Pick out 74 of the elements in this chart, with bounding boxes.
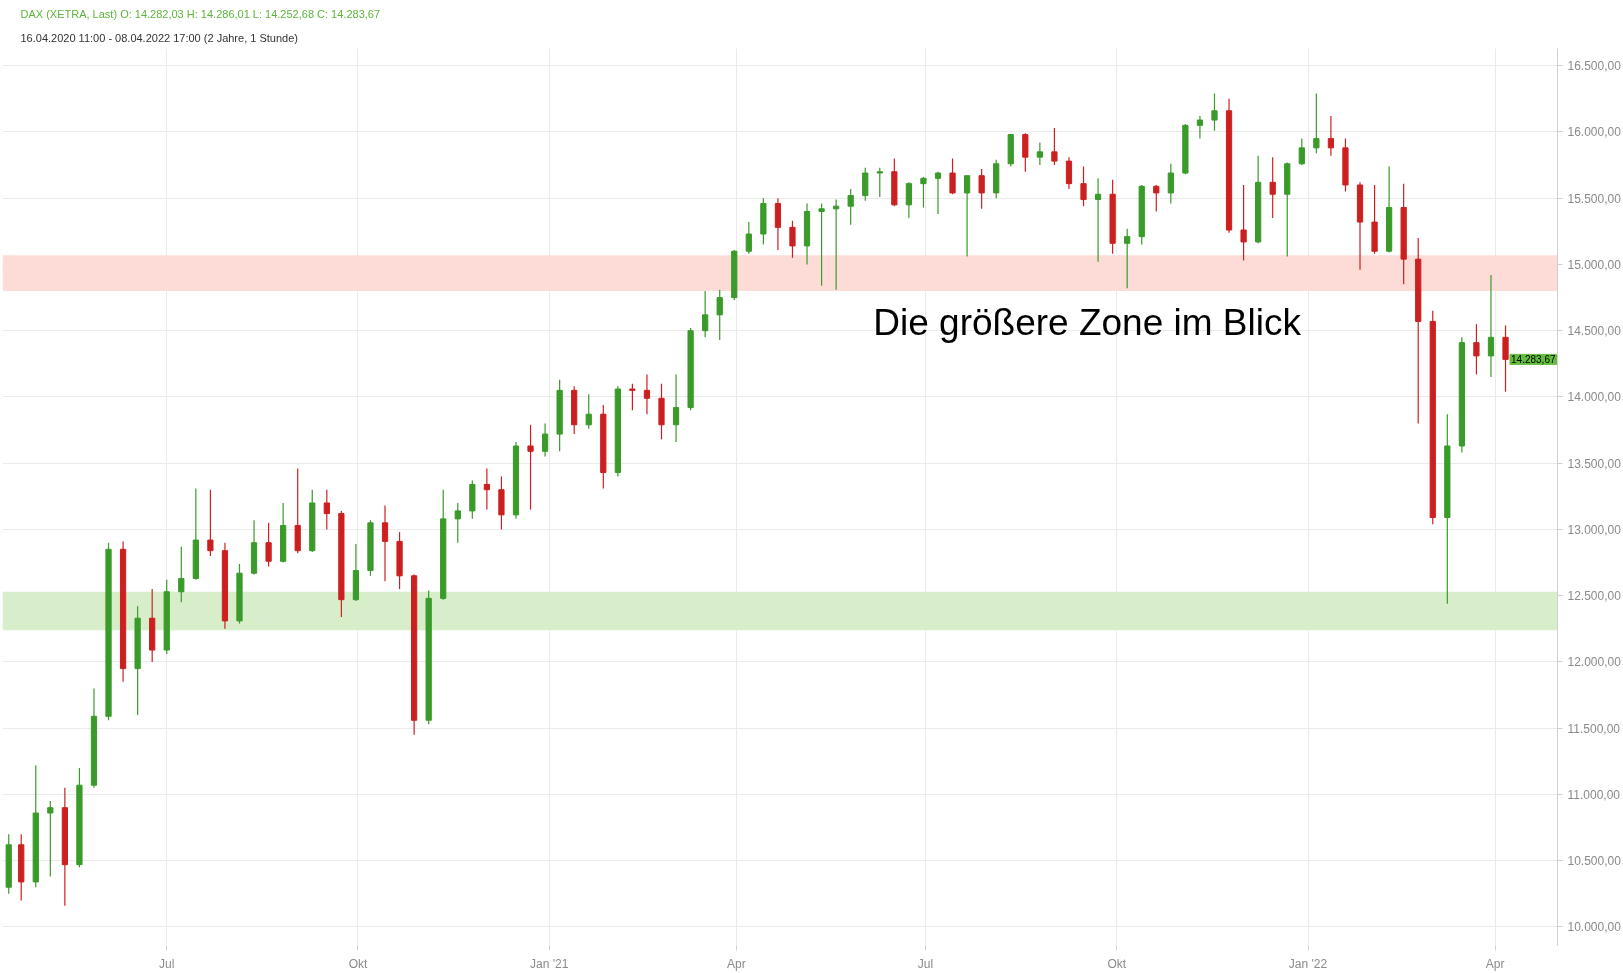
- candlestick: [862, 167, 869, 202]
- x-tick-label: Jan '21: [530, 956, 569, 971]
- y-tick-label: 12.500,00: [1567, 589, 1622, 604]
- candlestick: [920, 176, 927, 209]
- candlestick: [265, 522, 272, 568]
- candlestick: [818, 202, 825, 287]
- candlestick: [934, 171, 942, 215]
- candlestick: [1298, 138, 1305, 166]
- candlestick: [1036, 141, 1043, 166]
- chart-subtitle: 16.04.2020 11:00 - 08.04.2022 17:00 (2 Jahre, 1 Stunde): [20, 31, 298, 44]
- candlestick: [876, 167, 883, 198]
- candlestick: [978, 168, 985, 210]
- candlestick: [527, 424, 534, 511]
- candlestick: [207, 489, 214, 557]
- candlestick: [1167, 163, 1174, 205]
- y-tick-label: 15.500,00: [1567, 191, 1622, 206]
- candlestick: [1196, 115, 1204, 140]
- candlestick: [541, 422, 549, 458]
- candlestick: [716, 289, 723, 341]
- candlestick: [1094, 177, 1102, 263]
- y-tick-label: 12.000,00: [1567, 655, 1622, 670]
- annotation: Die größere Zone im Blick: [873, 301, 1302, 343]
- x-tick-label: Okt: [348, 956, 368, 971]
- candlestick: [774, 197, 782, 251]
- candlestick: [1313, 92, 1320, 154]
- y-tick-label: 16.000,00: [1567, 125, 1622, 140]
- candlestick: [585, 393, 592, 430]
- candlestick: [702, 290, 709, 338]
- candlestick: [454, 502, 461, 544]
- candlestick: [643, 373, 651, 415]
- x-tick-label: Apr: [727, 956, 746, 971]
- y-tick-label: 10.000,00: [1567, 920, 1622, 935]
- candlestick: [905, 181, 913, 219]
- y-tick-label: 14.000,00: [1567, 390, 1622, 405]
- candlestick: [178, 546, 185, 603]
- x-tick-label: Apr: [1485, 956, 1505, 971]
- x-tick-label: Okt: [1107, 956, 1127, 971]
- candlestick: [1153, 184, 1160, 213]
- candlestick: [1269, 156, 1276, 219]
- x-tick-label: Jul: [159, 956, 175, 971]
- candlestick: [963, 175, 971, 258]
- y-tick-label: 11.500,00: [1567, 721, 1621, 736]
- y-tick-label: 13.000,00: [1567, 522, 1622, 537]
- text: 14.283,67: [1511, 354, 1556, 366]
- y-tick-label: 13.500,00: [1567, 456, 1622, 471]
- candlestick: [847, 188, 854, 226]
- candlestick: [47, 800, 54, 878]
- candlestick: [789, 220, 796, 259]
- candlestick: [1211, 92, 1218, 132]
- x-tick-label: Jan '22: [1288, 956, 1328, 971]
- candlestick: [1022, 132, 1029, 173]
- y-tick-label: 16.500,00: [1567, 59, 1622, 74]
- candlestick: [949, 157, 956, 195]
- candlestick: [1124, 228, 1131, 289]
- y-tick-label: 15.000,00: [1567, 257, 1622, 272]
- candlestick: [1327, 115, 1335, 157]
- chart-title: DAX (XETRA, Last) O: 14.282,03 H: 14.286,01 L: 14.252,68 C: 14.283,67: [20, 7, 381, 20]
- y-tick-label: 10.500,00: [1567, 854, 1622, 869]
- candlestick: [745, 221, 752, 255]
- candlestick: [1065, 156, 1073, 190]
- candlestick: [381, 505, 389, 582]
- candlestick: [672, 373, 680, 443]
- candlestick: [1487, 274, 1495, 378]
- y-tick-label: 11.000,00: [1567, 787, 1621, 802]
- x-tick-label: Jul: [917, 956, 934, 971]
- candlestick: [1080, 165, 1087, 207]
- candlestick: [629, 383, 636, 411]
- candlestick: [1502, 324, 1509, 393]
- y-tick-label: 14.500,00: [1567, 324, 1622, 339]
- candlestick: [323, 489, 330, 531]
- candlestick: [483, 467, 490, 511]
- candlestick: [1473, 323, 1480, 376]
- candlestick: [1240, 184, 1247, 262]
- candlestick: [1051, 127, 1058, 166]
